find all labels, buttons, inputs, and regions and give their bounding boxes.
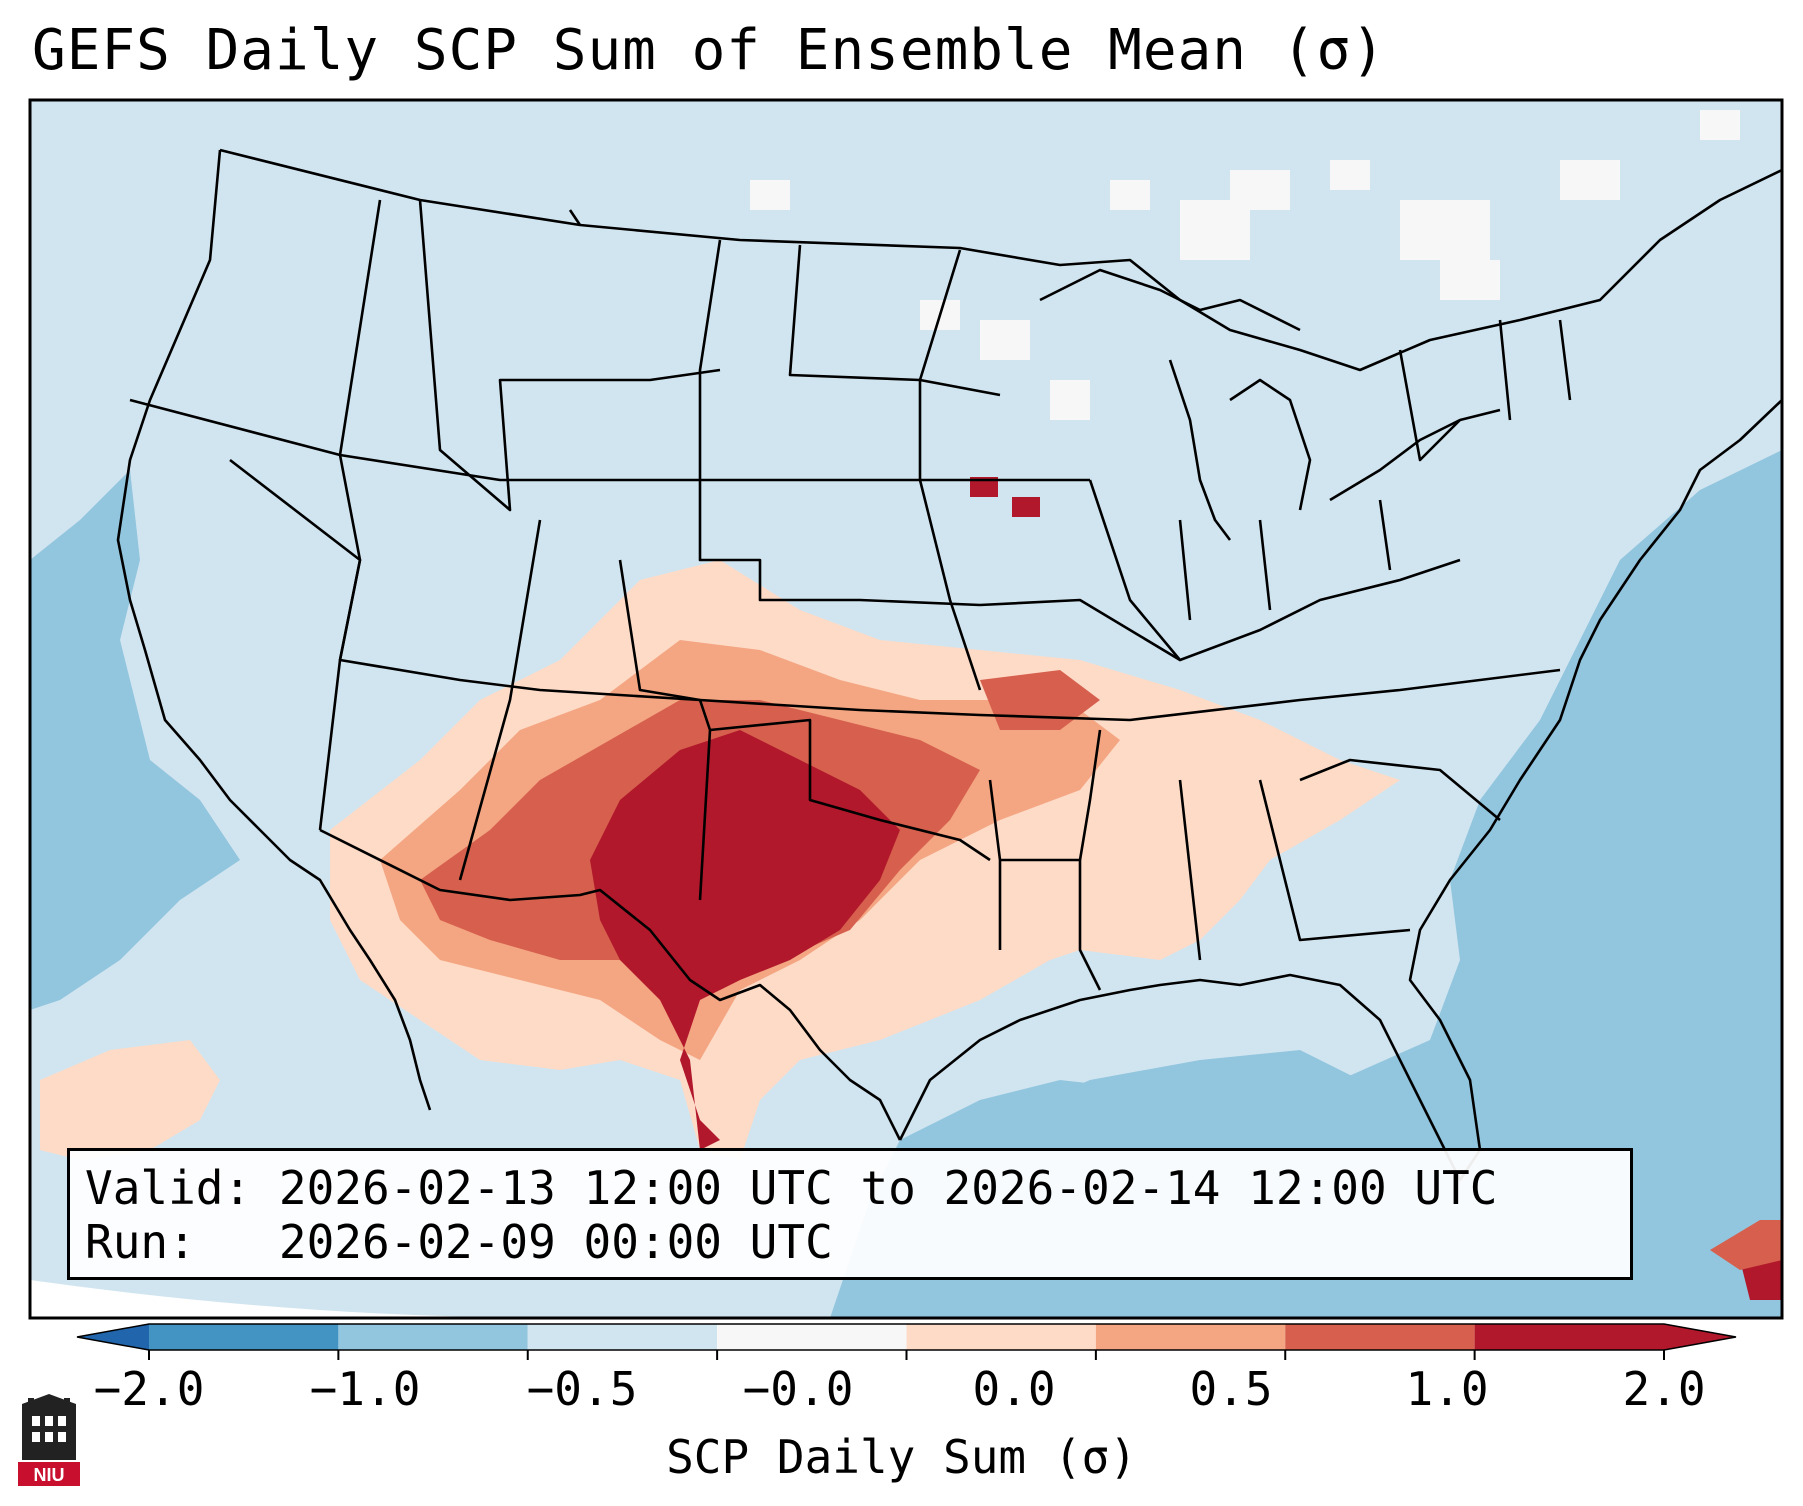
colorbar-segment-5 [1095, 1324, 1286, 1350]
run-label: Run: [85, 1215, 196, 1269]
colorbar-segment-6 [1285, 1324, 1475, 1350]
anomaly-strong-caribbean [1710, 1220, 1782, 1270]
colorbar-segment-0 [149, 1324, 339, 1350]
colorbar-label: SCP Daily Sum (σ) [666, 1430, 1137, 1484]
valid-time: 2026-02-13 12:00 UTC to 2026-02-14 12:00… [278, 1161, 1498, 1215]
pacific-negative-area [30, 470, 240, 1010]
colorbar-tick-4: 0.0 [972, 1362, 1056, 1416]
anomaly-max-iowa-1 [970, 477, 998, 497]
colorbar-under-arrow [77, 1324, 149, 1350]
colorbar-tick-2: −0.5 [526, 1362, 638, 1416]
anomaly-light-west [40, 1040, 220, 1160]
colorbar-segment-4 [906, 1324, 1096, 1350]
mexico-border [319, 828, 902, 1141]
colorbar-tick-5: 0.5 [1189, 1362, 1273, 1416]
gulf-negative-area [1000, 1050, 1360, 1160]
colorbar-tick-3: −0.0 [742, 1362, 854, 1416]
colorbar-tick-7: 2.0 [1622, 1362, 1706, 1416]
west-coastline [116, 149, 432, 1111]
anomaly-max [590, 730, 900, 1150]
logo-text: NIU [34, 1465, 65, 1485]
outside-projection [30, 1280, 560, 1318]
colorbar-segment-1 [338, 1324, 528, 1350]
valid-run-info-box: Valid: 2026-02-13 12:00 UTC to 2026-02-1… [67, 1148, 1633, 1280]
neutral-speckles [750, 110, 1740, 420]
colorbar-tick-0: −2.0 [93, 1362, 205, 1416]
great-lakes [1039, 268, 1501, 541]
run-time: 2026-02-09 00:00 UTC [278, 1215, 833, 1269]
canada-border [219, 148, 1783, 372]
map-title: GEFS Daily SCP Sum of Ensemble Mean (σ) [32, 18, 1386, 83]
colorbar-segment-7 [1474, 1324, 1664, 1350]
colorbar-segment-2 [527, 1324, 718, 1350]
anomaly-max-iowa-2 [1012, 497, 1040, 517]
colorbar-tick-6: 1.0 [1405, 1362, 1489, 1416]
colorbar-tick-1: −1.0 [309, 1362, 421, 1416]
colorbar-segment-3 [717, 1324, 907, 1350]
niu-logo-icon: NIU [18, 1394, 80, 1486]
valid-label: Valid: [85, 1161, 252, 1215]
colorbar-over-arrow [1664, 1324, 1736, 1350]
map-frame [28, 98, 1784, 1320]
